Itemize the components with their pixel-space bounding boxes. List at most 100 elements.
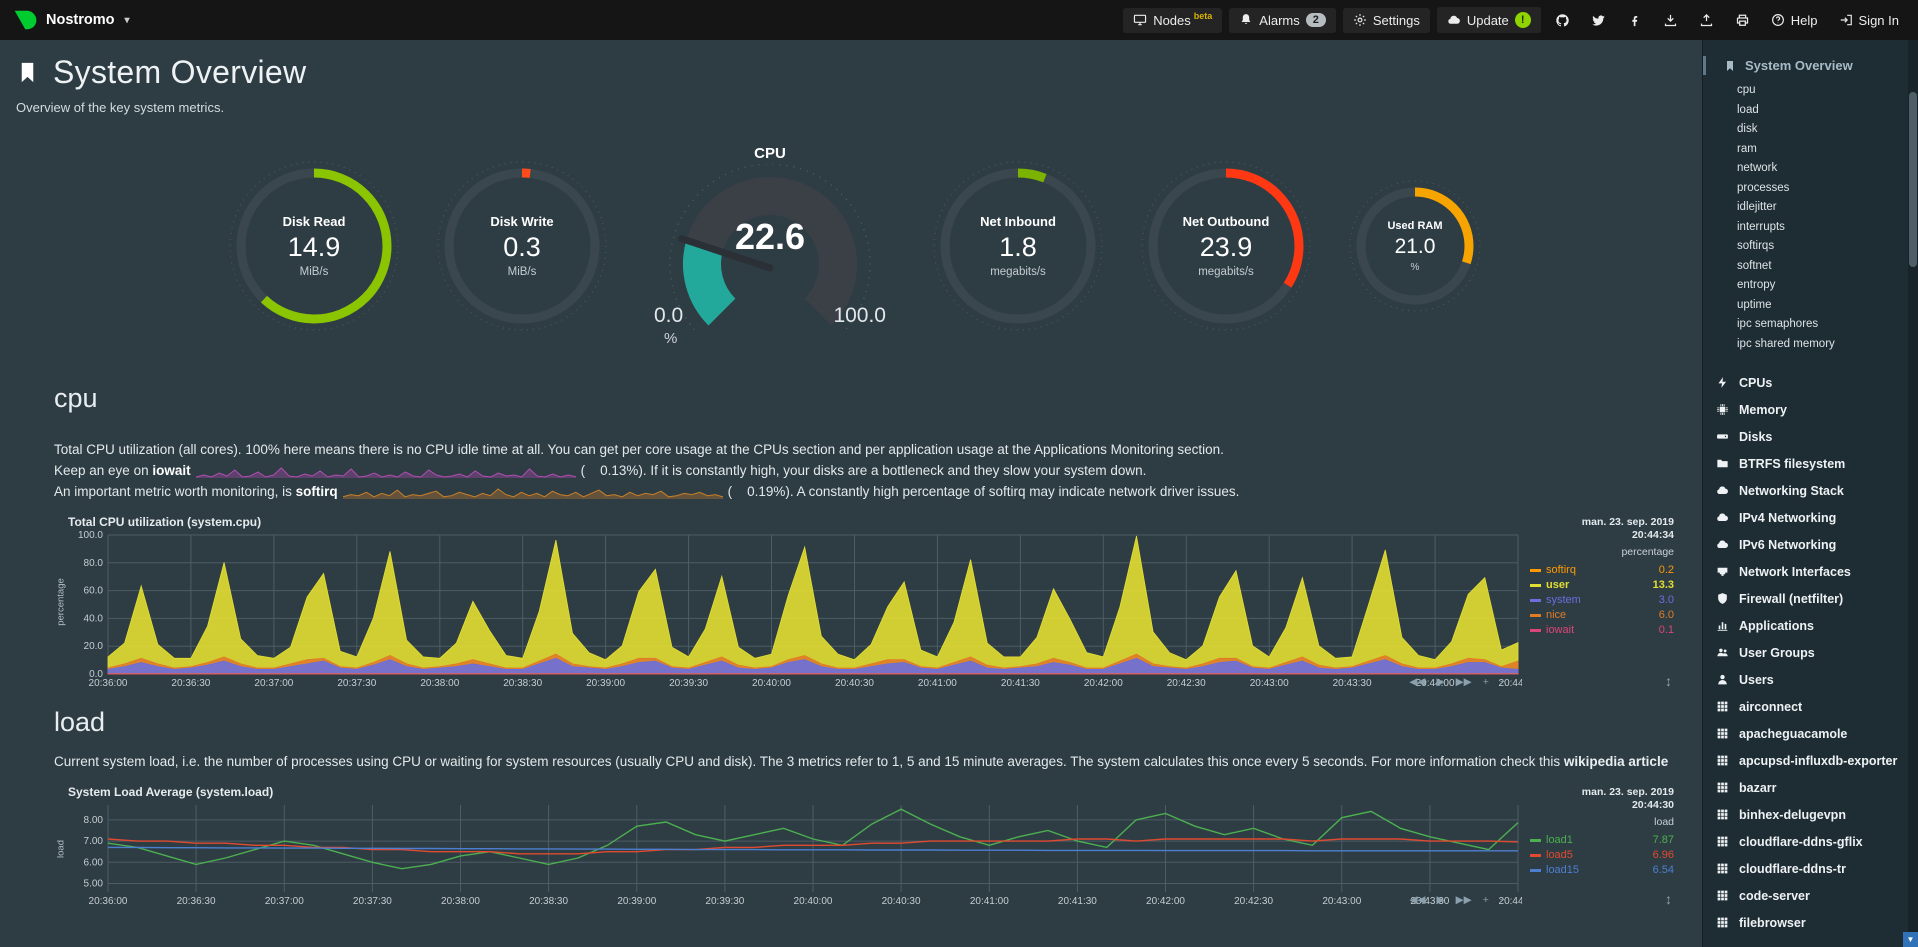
help-button[interactable]: Help bbox=[1764, 8, 1825, 33]
legend-item-load1[interactable]: load1 7.87 bbox=[1530, 833, 1674, 848]
chart-resize-handle[interactable]: ↕ bbox=[1665, 673, 1672, 689]
svg-text:0.0: 0.0 bbox=[89, 669, 103, 680]
gauge-cpu[interactable]: CPU 22.6 0.0 100.0 % bbox=[644, 145, 896, 347]
print-button[interactable] bbox=[1728, 8, 1757, 33]
sidebar-item-label: filebrowser bbox=[1739, 916, 1806, 930]
sidebar-item-bazarr[interactable]: bazarr bbox=[1716, 775, 1902, 802]
play-button[interactable]: ▶ bbox=[1436, 676, 1445, 688]
legend-item-load15[interactable]: load15 6.54 bbox=[1530, 863, 1674, 878]
export-snapshot-button[interactable] bbox=[1692, 8, 1721, 33]
sidebar-item-apacheguacamole[interactable]: apacheguacamole bbox=[1716, 721, 1902, 748]
svg-text:7.00: 7.00 bbox=[84, 836, 104, 847]
legend-swatch bbox=[1530, 584, 1541, 587]
sidebar-scrollbar[interactable] bbox=[1908, 40, 1918, 947]
sidebar-subitem-interrupts[interactable]: interrupts bbox=[1737, 220, 1785, 233]
sidebar-subitem-processes[interactable]: processes bbox=[1737, 181, 1790, 194]
legend-item-system[interactable]: system 3.0 bbox=[1530, 593, 1674, 608]
legend-item-softirq[interactable]: softirq 0.2 bbox=[1530, 563, 1674, 578]
gauge-disk-write[interactable]: Disk Write 0.3 MiB/s bbox=[436, 160, 608, 332]
sidebar-subitem-ipc-shared-memory[interactable]: ipc shared memory bbox=[1737, 337, 1835, 350]
sidebar-item-cpus[interactable]: CPUs bbox=[1716, 370, 1902, 397]
sidebar-item-ipv4-networking[interactable]: IPv4 Networking bbox=[1716, 505, 1902, 532]
dashboard-main: System Overview Overview of the key syst… bbox=[0, 40, 1702, 947]
svg-text:20:43:00: 20:43:00 bbox=[1322, 896, 1361, 907]
sidebar-subitem-softirqs[interactable]: softirqs bbox=[1737, 240, 1775, 252]
scroll-down-button[interactable]: ▼ bbox=[1903, 932, 1918, 947]
cpu-description-3: An important metric worth monitoring, is… bbox=[54, 484, 1240, 499]
scrollbar-thumb[interactable] bbox=[1909, 92, 1917, 267]
sidebar-item-code-server[interactable]: code-server bbox=[1716, 883, 1902, 910]
legend-dimension-name: softirq bbox=[1546, 564, 1576, 576]
svg-text:20:43:30: 20:43:30 bbox=[1333, 678, 1372, 689]
cloud-icon bbox=[1716, 483, 1729, 497]
gauge-used-ram[interactable]: Used RAM 21.0 % bbox=[1348, 179, 1482, 313]
gauge-net-inbound[interactable]: Net Inbound 1.8 megabits/s bbox=[932, 160, 1104, 332]
signin-button[interactable]: Sign In bbox=[1832, 8, 1906, 33]
import-snapshot-button[interactable] bbox=[1656, 8, 1685, 33]
brand-menu[interactable]: Nostromo ▾ bbox=[12, 7, 130, 33]
legend-item-user[interactable]: user 13.3 bbox=[1530, 578, 1674, 593]
load-average-chart[interactable]: System Load Average (system.load) load 5… bbox=[54, 785, 1675, 907]
sidebar-item-label: binhex-delugevpn bbox=[1739, 808, 1846, 822]
sidebar-item-network-interfaces[interactable]: Network Interfaces bbox=[1716, 559, 1902, 586]
sidebar-item-airconnect[interactable]: airconnect bbox=[1716, 694, 1902, 721]
chart-resize-handle[interactable]: ↕ bbox=[1665, 891, 1672, 907]
gauge-net-outbound[interactable]: Net Outbound 23.9 megabits/s bbox=[1140, 160, 1312, 332]
load-chart-plot[interactable]: 5.00 6.00 7.00 8.00 20:36:00 20:36:30 20:37:00… bbox=[68, 801, 1522, 907]
sidebar-subitem-softnet[interactable]: softnet bbox=[1737, 259, 1772, 272]
sidebar-item-system-overview[interactable]: System Overview bbox=[1703, 56, 1902, 75]
twitter-button[interactable] bbox=[1584, 8, 1613, 33]
sidebar-item-disks[interactable]: Disks bbox=[1716, 424, 1902, 451]
zoom-in-button[interactable]: + bbox=[1482, 894, 1489, 906]
legend-item-load5[interactable]: load5 6.96 bbox=[1530, 848, 1674, 863]
sidebar-subitem-network[interactable]: network bbox=[1737, 162, 1778, 174]
legend-item-iowait[interactable]: iowait 0.1 bbox=[1530, 623, 1674, 638]
sidebar-item-label: Memory bbox=[1739, 403, 1787, 417]
sidebar-subitem-idlejitter[interactable]: idlejitter bbox=[1737, 201, 1777, 213]
play-button[interactable]: ▶ bbox=[1436, 894, 1445, 906]
sidebar-item-users[interactable]: Users bbox=[1716, 667, 1902, 694]
alarms-button[interactable]: Alarms 2 bbox=[1229, 7, 1336, 33]
sidebar-item-cloudflare-ddns-tr[interactable]: cloudflare-ddns-tr bbox=[1716, 856, 1902, 883]
sidebar-subitem-ram[interactable]: ram bbox=[1737, 142, 1757, 155]
sidebar-item-networking-stack[interactable]: Networking Stack bbox=[1716, 478, 1902, 505]
gauge-disk-read[interactable]: Disk Read 14.9 MiB/s bbox=[228, 160, 400, 332]
sidebar-subitem-uptime[interactable]: uptime bbox=[1737, 298, 1772, 311]
svg-text:20:37:30: 20:37:30 bbox=[337, 678, 376, 689]
sidebar-item-binhex-delugevpn[interactable]: binhex-delugevpn bbox=[1716, 802, 1902, 829]
sidebar-item-applications[interactable]: Applications bbox=[1716, 613, 1902, 640]
section-cpu: cpu Total CPU utilization (all cores). 1… bbox=[54, 383, 1674, 689]
sidebar-item-btrfs-filesystem[interactable]: BTRFS filesystem bbox=[1716, 451, 1902, 478]
sidebar-item-user-groups[interactable]: User Groups bbox=[1716, 640, 1902, 667]
sidebar-item-filebrowser[interactable]: filebrowser bbox=[1716, 910, 1902, 937]
sidebar-item-firewall-netfilter-[interactable]: Firewall (netfilter) bbox=[1716, 586, 1902, 613]
zoom-out-button[interactable]: − bbox=[1499, 894, 1506, 906]
facebook-button[interactable] bbox=[1620, 8, 1649, 33]
upload-icon bbox=[1699, 13, 1714, 28]
zoom-out-button[interactable]: − bbox=[1499, 676, 1506, 688]
sidebar-item-memory[interactable]: Memory bbox=[1716, 397, 1902, 424]
sidebar-item-ipv6-networking[interactable]: IPv6 Networking bbox=[1716, 532, 1902, 559]
pan-left-button[interactable]: ◀◀ bbox=[1409, 894, 1426, 906]
chip-icon bbox=[1716, 402, 1729, 416]
sidebar-item-cloudflare-ddns-gflix[interactable]: cloudflare-ddns-gflix bbox=[1716, 829, 1902, 856]
pan-right-button[interactable]: ▶▶ bbox=[1455, 894, 1472, 906]
sidebar-subitem-entropy[interactable]: entropy bbox=[1737, 279, 1776, 291]
zoom-in-button[interactable]: + bbox=[1482, 676, 1489, 688]
sidebar-item-apcupsd-influxdb-exporter[interactable]: apcupsd-influxdb-exporter bbox=[1716, 748, 1902, 775]
settings-button[interactable]: Settings bbox=[1342, 7, 1430, 33]
wikipedia-link[interactable]: wikipedia article bbox=[1563, 754, 1669, 769]
sidebar-subitem-ipc-semaphores[interactable]: ipc semaphores bbox=[1737, 318, 1819, 330]
section-load: load Current system load, i.e. the numbe… bbox=[54, 707, 1674, 907]
sidebar-subitem-cpu[interactable]: cpu bbox=[1737, 84, 1756, 96]
sidebar-subitem-load[interactable]: load bbox=[1737, 103, 1759, 116]
nodes-button[interactable]: Nodes beta bbox=[1123, 7, 1223, 33]
sidebar-subitem-disk[interactable]: disk bbox=[1737, 123, 1758, 135]
pan-right-button[interactable]: ▶▶ bbox=[1455, 676, 1472, 688]
cpu-utilization-chart[interactable]: Total CPU utilization (system.cpu) perce… bbox=[54, 515, 1675, 689]
legend-item-nice[interactable]: nice 6.0 bbox=[1530, 608, 1674, 623]
pan-left-button[interactable]: ◀◀ bbox=[1409, 676, 1426, 688]
github-button[interactable] bbox=[1548, 8, 1577, 33]
update-button[interactable]: Update ! bbox=[1436, 7, 1541, 33]
svg-text:20:39:00: 20:39:00 bbox=[586, 678, 625, 689]
